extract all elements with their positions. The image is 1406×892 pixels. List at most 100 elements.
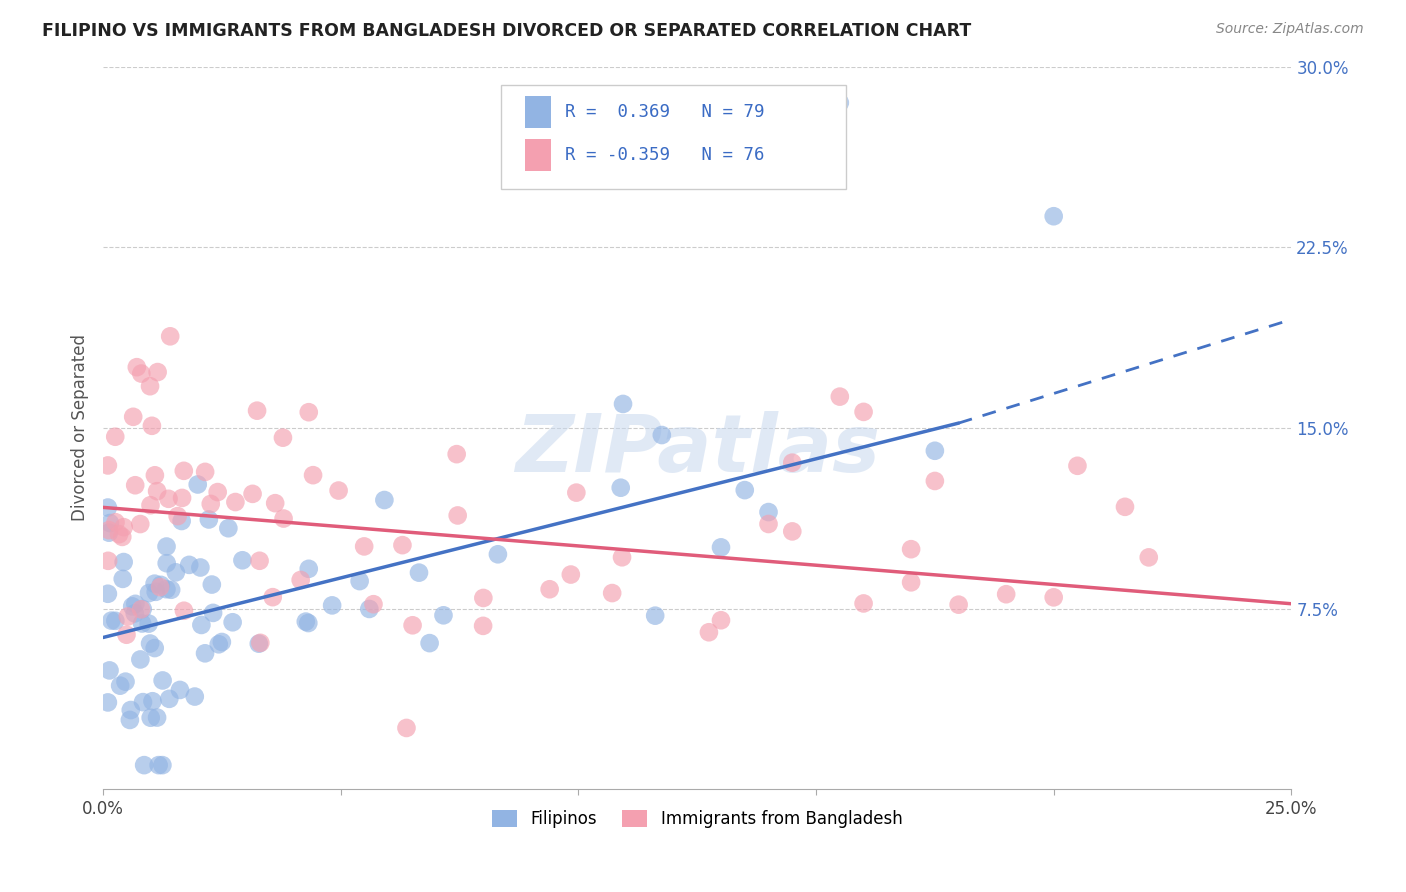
Point — [173, 464, 195, 478]
Point — [120, 703, 142, 717]
Point — [97, 695, 120, 709]
Point — [124, 597, 146, 611]
Point — [1066, 458, 1088, 473]
Point — [98, 516, 121, 530]
Text: FILIPINO VS IMMIGRANTS FROM BANGLADESH DIVORCED OR SEPARATED CORRELATION CHART: FILIPINO VS IMMIGRANTS FROM BANGLADESH D… — [42, 22, 972, 40]
Point — [98, 523, 121, 537]
Point — [211, 635, 233, 649]
Point — [114, 674, 136, 689]
Point — [108, 527, 131, 541]
Point — [924, 474, 946, 488]
Point — [262, 590, 284, 604]
Point — [149, 578, 172, 592]
Point — [710, 613, 733, 627]
Point — [148, 758, 170, 772]
Point — [156, 556, 179, 570]
Point — [249, 636, 271, 650]
Point — [852, 405, 875, 419]
Point — [131, 367, 153, 381]
Text: ZIPatlas: ZIPatlas — [515, 410, 880, 489]
Point — [472, 591, 495, 605]
Point — [298, 405, 321, 419]
Point — [97, 500, 120, 515]
Bar — [524, 95, 551, 128]
Point — [108, 679, 131, 693]
Point — [391, 538, 413, 552]
Point — [104, 430, 127, 444]
Point — [538, 582, 561, 597]
Point — [202, 606, 225, 620]
Point — [758, 516, 780, 531]
Point — [208, 637, 231, 651]
Point — [187, 477, 209, 491]
Point — [1042, 209, 1064, 223]
Point — [129, 602, 152, 616]
Point — [129, 652, 152, 666]
Point — [152, 673, 174, 688]
Point — [247, 637, 270, 651]
Point — [609, 481, 631, 495]
Point — [97, 458, 120, 473]
Point — [600, 586, 623, 600]
FancyBboxPatch shape — [501, 85, 846, 189]
Point — [155, 582, 177, 597]
Point — [1137, 550, 1160, 565]
Point — [221, 615, 243, 630]
Text: R =  0.369   N = 79: R = 0.369 N = 79 — [565, 103, 765, 120]
Point — [160, 582, 183, 597]
Point — [828, 390, 851, 404]
Point — [363, 597, 385, 611]
Point — [122, 409, 145, 424]
Y-axis label: Divorced or Separated: Divorced or Separated — [72, 334, 89, 522]
Point — [900, 542, 922, 557]
Point — [565, 485, 588, 500]
Point — [395, 721, 418, 735]
Point — [104, 515, 127, 529]
Point — [115, 628, 138, 642]
Point — [924, 443, 946, 458]
Point — [447, 508, 470, 523]
Point — [112, 555, 135, 569]
Point — [782, 524, 804, 539]
Point — [432, 608, 454, 623]
Point — [139, 711, 162, 725]
Point — [143, 468, 166, 483]
Point — [610, 550, 633, 565]
Point — [194, 646, 217, 660]
Point — [138, 616, 160, 631]
Legend: Filipinos, Immigrants from Bangladesh: Filipinos, Immigrants from Bangladesh — [485, 804, 908, 835]
Point — [125, 360, 148, 375]
Point — [143, 576, 166, 591]
Point — [401, 618, 423, 632]
Point — [373, 493, 395, 508]
Point — [271, 431, 294, 445]
Point — [349, 574, 371, 588]
Point — [359, 602, 381, 616]
Point — [242, 487, 264, 501]
Point — [419, 636, 441, 650]
Point — [852, 597, 875, 611]
Point — [900, 575, 922, 590]
Point — [132, 695, 155, 709]
Point — [184, 690, 207, 704]
Text: Source: ZipAtlas.com: Source: ZipAtlas.com — [1216, 22, 1364, 37]
Point — [139, 636, 162, 650]
Point — [141, 418, 163, 433]
Point — [560, 567, 582, 582]
Point — [828, 95, 851, 110]
Bar — [524, 139, 551, 171]
Point — [190, 618, 212, 632]
Point — [328, 483, 350, 498]
Point — [124, 607, 146, 621]
Point — [97, 587, 120, 601]
Point — [200, 497, 222, 511]
Point — [298, 562, 321, 576]
Point — [149, 580, 172, 594]
Point — [121, 599, 143, 614]
Point — [155, 540, 177, 554]
Point — [294, 615, 316, 629]
Point — [472, 619, 495, 633]
Point — [100, 614, 122, 628]
Point — [321, 599, 343, 613]
Point — [112, 520, 135, 534]
